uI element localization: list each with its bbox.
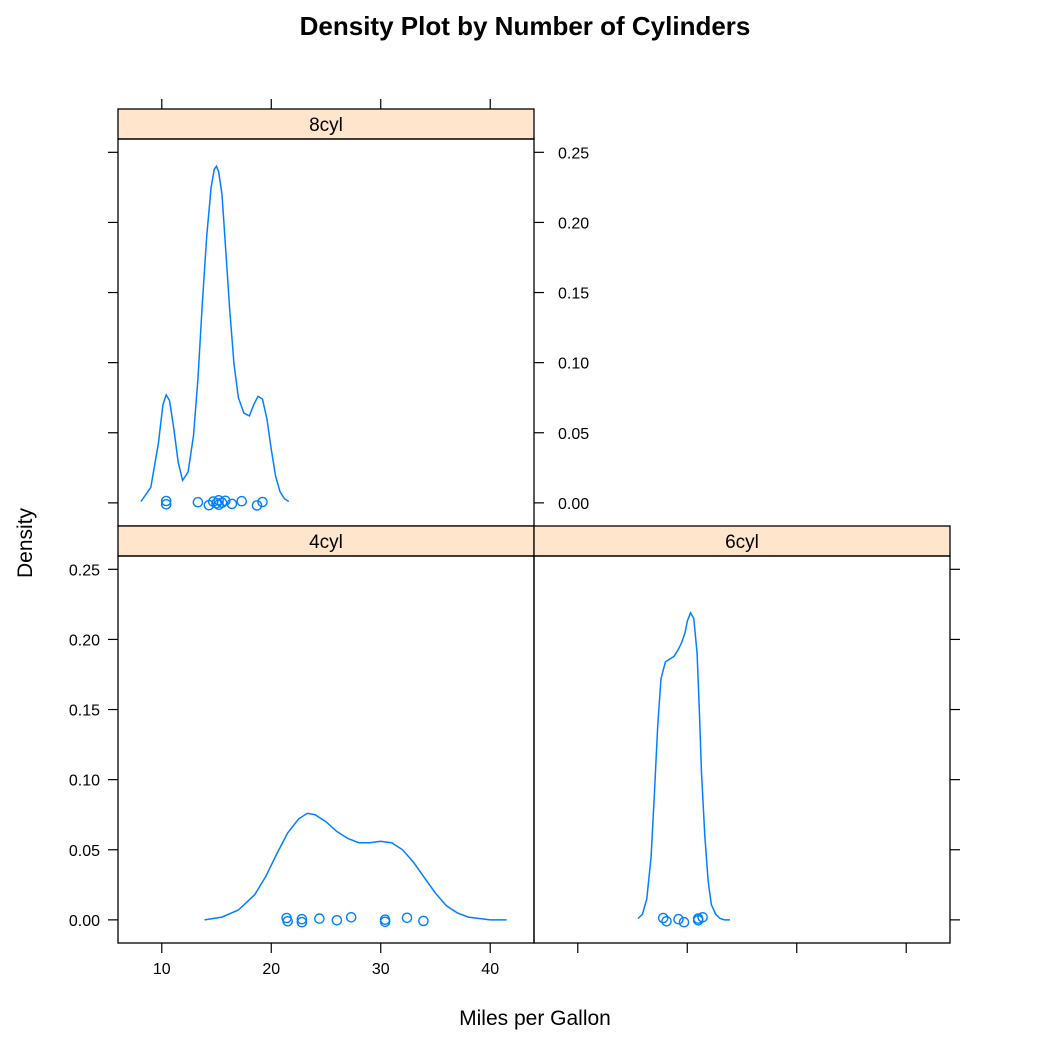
strip-8cyl (117, 108, 535, 140)
data-point-4cyl (296, 916, 308, 928)
x-tick-label: 20 (262, 961, 280, 978)
data-point-4cyl (418, 915, 429, 927)
data-point-8cyl (213, 494, 224, 506)
y-tick-label: 0.00 (558, 496, 589, 513)
data-point-4cyl (296, 913, 308, 925)
data-point-8cyl (226, 498, 238, 510)
density-curve-6cyl (637, 611, 730, 921)
data-point-4cyl (379, 914, 391, 926)
data-point-4cyl (282, 916, 294, 927)
data-point-8cyl (251, 500, 263, 511)
data-point-4cyl (379, 916, 391, 928)
data-point-8cyl (192, 496, 204, 508)
x-tick-label: 10 (153, 961, 171, 978)
y-tick-label: 0.15 (69, 703, 100, 720)
panel-frame-8cyl (117, 138, 535, 527)
data-point-4cyl (314, 913, 325, 924)
y-tick-label: 0.10 (558, 356, 589, 373)
y-tick-label: 0.05 (69, 843, 100, 860)
y-tick-label: 0.20 (558, 215, 589, 232)
x-tick-label: 30 (372, 961, 390, 978)
y-axis-label: Density (14, 507, 37, 578)
panel-6cyl: 6cyl (533, 525, 960, 953)
panels-group: 8cyl 0.00 0.05 0.10 0.15 0.20 0.25 4cyl 0.00 0.05… (69, 99, 960, 978)
panel-4cyl: 4cyl 0.00 0.05 0.10 0.15 0.20 0.25 10 20 30 40 (69, 525, 535, 978)
y-tick-label: 0.20 (69, 632, 100, 649)
strip-label-8cyl: 8cyl (309, 115, 343, 136)
data-point-4cyl (331, 915, 343, 926)
data-point-4cyl (345, 912, 357, 923)
strip-label-4cyl: 4cyl (309, 532, 343, 553)
data-point-8cyl (219, 495, 231, 507)
panel-frame-6cyl (533, 555, 951, 944)
data-point-8cyl (257, 496, 268, 508)
data-point-4cyl (401, 912, 413, 924)
x-tick-label: 40 (481, 961, 499, 978)
data-point-6cyl (678, 916, 690, 928)
panel-8cyl: 8cyl 0.00 0.05 0.10 0.15 0.20 0.25 (108, 99, 589, 527)
data-point-6cyl (697, 912, 708, 923)
y-tick-label: 0.25 (69, 562, 100, 579)
data-point-6cyl (661, 916, 672, 927)
x-axis-label: Miles per Gallon (459, 1007, 611, 1030)
data-point-8cyl (160, 498, 172, 510)
strip-label-6cyl: 6cyl (725, 532, 759, 553)
y-tick-label: 0.10 (69, 773, 100, 790)
density-curve-8cyl (140, 164, 290, 503)
y-tick-label: 0.05 (558, 426, 589, 443)
y-tick-label: 0.25 (558, 145, 589, 162)
data-point-8cyl (160, 495, 172, 507)
panel-frame-4cyl (117, 555, 535, 944)
y-tick-label: 0.15 (558, 286, 589, 303)
density-curve-4cyl (204, 812, 507, 921)
data-point-6cyl (673, 913, 684, 925)
chart-title: Density Plot by Number of Cylinders (300, 11, 751, 41)
strip-4cyl (117, 525, 535, 557)
data-point-8cyl (236, 495, 247, 507)
data-point-6cyl (657, 912, 669, 924)
y-tick-label: 0.00 (69, 913, 100, 930)
